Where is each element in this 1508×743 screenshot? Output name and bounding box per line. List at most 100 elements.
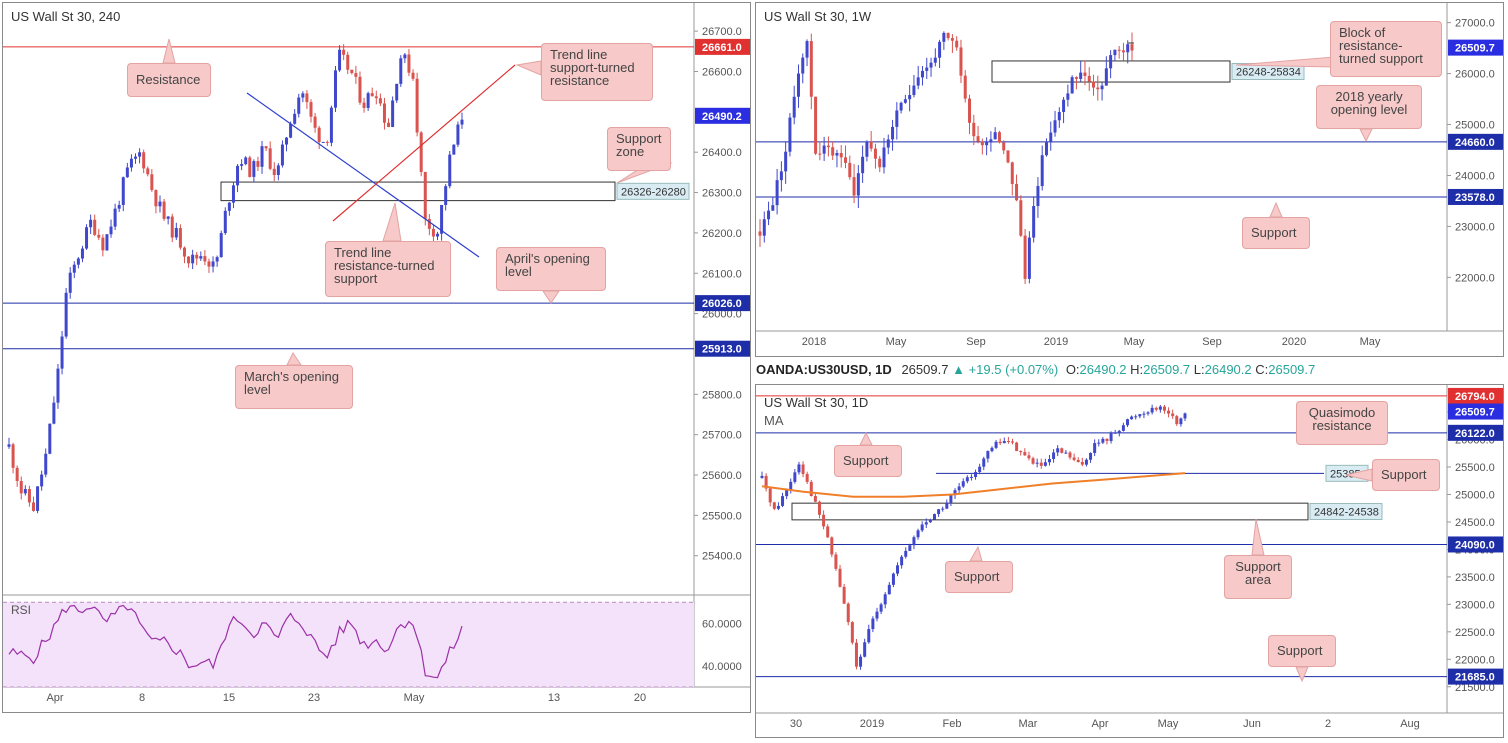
price-change: +19.5 (+0.07%) (968, 362, 1059, 377)
candle-body (863, 642, 867, 657)
candle-body (1113, 432, 1117, 434)
candle-body (920, 70, 924, 78)
chart-panel-h4[interactable]: 26700.0 26600.0 26400.0 26300.0 26200.0 26100… (2, 2, 751, 713)
support-d-pointer (1295, 666, 1309, 683)
candle-body (896, 565, 900, 574)
rsi-tick-label: 40.0000 (702, 661, 742, 673)
chart-panel-d1[interactable]: 26500.026000.025500.025000.024500.024000… (755, 384, 1504, 738)
candle-body (1053, 120, 1057, 133)
candle-body (1130, 416, 1134, 420)
candle-body (378, 98, 382, 104)
candle-body (1146, 412, 1150, 414)
time-tick-label: May (1360, 336, 1381, 348)
candle-body (920, 524, 924, 531)
candle-body (362, 102, 366, 108)
candle-body (768, 488, 772, 503)
candle-body (758, 231, 762, 236)
candle-body (427, 218, 431, 229)
candle-body (423, 171, 427, 219)
price-tick-label: 25700.0 (702, 430, 742, 442)
candle-body (48, 423, 52, 454)
candle-body (391, 100, 395, 127)
candle-body (280, 144, 284, 166)
candle-body (301, 93, 305, 98)
candle-body (801, 464, 805, 474)
candle-body (854, 642, 858, 667)
level-price-label: 26509.7 (1455, 407, 1495, 419)
candle-body (1087, 75, 1091, 82)
candle-body (68, 272, 72, 293)
candle-body (1011, 441, 1015, 443)
chart-panel-w1[interactable]: 27000.0 26000.0 25000.0 24000.0 23000.0 22000… (755, 2, 1504, 357)
candle-body (989, 139, 993, 143)
time-tick-label: May (404, 692, 425, 704)
candle-body (813, 496, 817, 502)
level-price-tag (1448, 188, 1503, 205)
candle-body (440, 205, 444, 234)
candle-body (1019, 200, 1023, 236)
march-note-pointer (286, 352, 302, 366)
candle-body (431, 228, 435, 237)
level-price-label: 21685.0 (1455, 672, 1495, 684)
time-tick-label: Jun (1243, 718, 1261, 730)
candle-body (158, 201, 162, 207)
trend-line-resistance-turned-support (246, 92, 480, 258)
candle-body (215, 257, 219, 262)
candle-body (793, 472, 797, 482)
w1-support-note: Support (1242, 217, 1310, 249)
candle-body (785, 489, 789, 497)
price-tick-label: 26200.0 (702, 228, 742, 240)
candle-body (805, 41, 809, 58)
w1-chart-svg[interactable]: 27000.0 26000.0 25000.0 24000.0 23000.0 22000… (756, 3, 1504, 357)
candle-body (767, 210, 771, 220)
level-price-tag (1448, 387, 1503, 404)
candle-body (27, 489, 31, 503)
candle-body (248, 157, 252, 177)
candle-body (1113, 49, 1117, 56)
candle-body (789, 481, 793, 490)
candle-body (946, 32, 950, 39)
candle-body (72, 264, 76, 273)
candle-body (358, 76, 362, 103)
candle-body (142, 152, 146, 169)
h4-chart-title: US Wall St 30, 240 (11, 9, 121, 24)
h4-chart-svg[interactable]: 26700.0 26600.0 26400.0 26300.0 26200.0 26100… (3, 3, 751, 713)
price-tick-label: 25500.0 (1455, 462, 1495, 474)
candle-body (313, 116, 317, 128)
candle-body (166, 216, 170, 219)
candle-body (276, 165, 280, 176)
candle-body (887, 584, 891, 595)
candle-body (1064, 452, 1068, 454)
candle-body (1070, 77, 1074, 94)
candle-body (289, 123, 293, 138)
close-label: C: (1255, 362, 1269, 377)
candle-body (419, 132, 423, 172)
candle-body (240, 164, 244, 166)
candle-body (268, 148, 272, 169)
candle-body (886, 139, 890, 148)
candle-body (1092, 81, 1096, 88)
candle-body (969, 476, 973, 478)
time-tick-label: 30 (790, 718, 802, 730)
d1-support-note-b: Support (1372, 459, 1440, 491)
candle-body (19, 481, 23, 494)
candle-body (1074, 77, 1078, 79)
level-price-tag (1448, 403, 1503, 420)
candle-body (891, 573, 895, 585)
candle-body (781, 496, 785, 506)
candle-body (174, 228, 178, 238)
candle-body (1080, 462, 1084, 465)
candle-body (993, 132, 997, 140)
candle-body (929, 62, 933, 68)
close-value: 26509.7 (1268, 362, 1316, 377)
candle-body (11, 444, 15, 468)
march-opening-level-note: March's opening level (235, 365, 353, 409)
price-tick-label: 27000.0 (1455, 18, 1495, 30)
candle-body (1023, 235, 1027, 279)
d1-chart-svg[interactable]: 26500.026000.025500.025000.024500.024000… (756, 385, 1504, 738)
candle-body (382, 103, 386, 123)
candle-body (31, 502, 35, 511)
candle-body (1027, 237, 1031, 279)
candle-body (1084, 459, 1088, 465)
candle-body (134, 156, 138, 159)
